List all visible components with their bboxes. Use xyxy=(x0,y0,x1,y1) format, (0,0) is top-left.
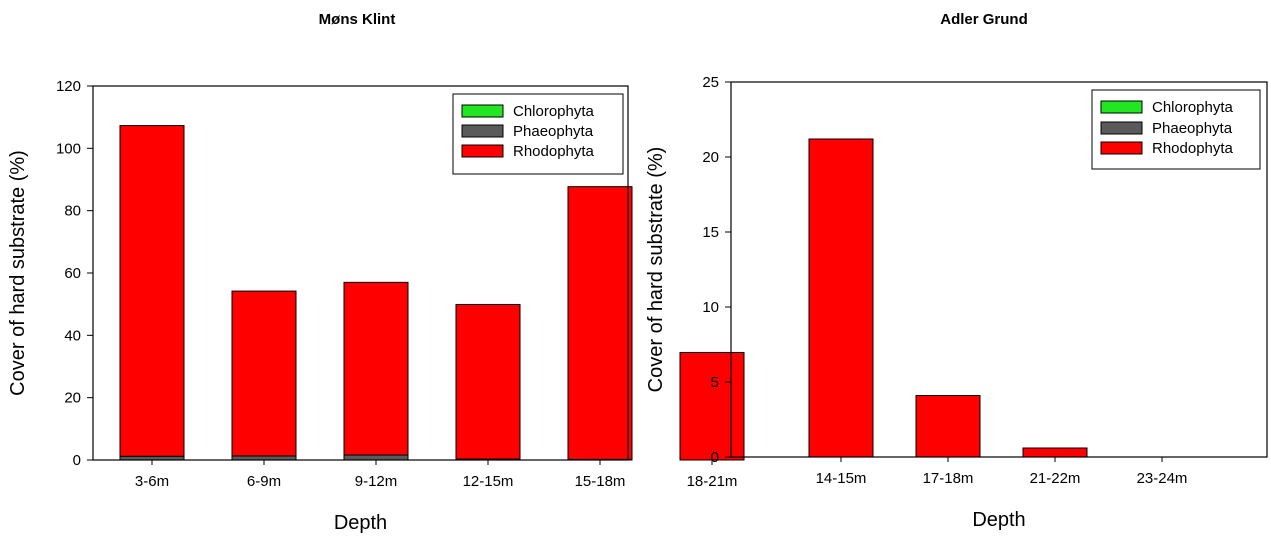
legend-swatch-rhodophyta xyxy=(1100,141,1143,155)
legend: Chlorophyta Phaeophyta Rhodophyta xyxy=(452,93,624,175)
x-tick-label: 9-12m xyxy=(355,473,398,490)
bar-phaeophyta-9-12m xyxy=(343,454,409,461)
bar-rhodophyta-21-22m xyxy=(1022,447,1088,458)
y-tick-label: 0 xyxy=(711,449,719,466)
bar-rhodophyta-12-15m xyxy=(455,303,521,460)
bar-phaeophyta-6-9m xyxy=(231,455,297,461)
y-tick-label: 40 xyxy=(64,327,81,344)
legend-swatch-chlorophyta xyxy=(1100,100,1143,114)
x-tick-label: 6-9m xyxy=(247,473,281,490)
bar-rhodophyta-17-18m xyxy=(915,395,981,458)
legend-label-chlorophyta: Chlorophyta xyxy=(513,103,595,120)
y-tick-label: 0 xyxy=(73,452,81,469)
legend-label-rhodophyta: Rhodophyta xyxy=(513,143,595,160)
chart-panel-2: Adler Grund 14-15m 17-18m 21-22m 23-24m 0 5 10 1… xyxy=(645,11,1268,531)
y-tick-label: 10 xyxy=(702,299,719,316)
y-tick-label: 60 xyxy=(64,265,81,282)
x-tick-label: 12-15m xyxy=(463,473,514,490)
legend-label-phaeophyta: Phaeophyta xyxy=(1152,120,1233,137)
bar-rhodophyta-15-18m xyxy=(567,186,633,460)
bar-rhodophyta-3-6m xyxy=(119,125,185,457)
y-axis-label: Cover of hard substrate (%) xyxy=(7,150,29,396)
legend-label-phaeophyta: Phaeophyta xyxy=(513,123,594,140)
plot-frame xyxy=(92,85,629,461)
x-tick-label: 14-15m xyxy=(816,470,867,487)
y-tick-label: 5 xyxy=(711,374,719,391)
y-tick-label: 20 xyxy=(702,149,719,166)
bar-rhodophyta-18-21m xyxy=(679,351,745,461)
x-tick-label: 21-22m xyxy=(1030,470,1081,487)
bar-rhodophyta-6-9m xyxy=(231,290,297,457)
legend-swatch-phaeophyta xyxy=(461,124,504,138)
y-axis-label: Cover of hard substrate (%) xyxy=(645,147,667,393)
y-tick-label: 20 xyxy=(64,390,81,407)
bar-rhodophyta-9-12m xyxy=(343,281,409,456)
x-tick-label: 23-24m xyxy=(1137,470,1188,487)
bar-rhodophyta-14-15m xyxy=(808,138,874,458)
chart-title: Adler Grund xyxy=(940,11,1028,28)
legend-swatch-phaeophyta xyxy=(1100,121,1143,135)
x-axis-label: Depth xyxy=(972,509,1025,531)
plot-frame xyxy=(730,81,1268,458)
legend-label-rhodophyta: Rhodophyta xyxy=(1152,140,1234,157)
x-tick-label: 18-21m xyxy=(687,473,738,490)
y-tick-label: 100 xyxy=(56,140,81,157)
x-tick-label: 15-18m xyxy=(575,473,626,490)
chart-title: Møns Klint xyxy=(319,11,396,28)
legend-label-chlorophyta: Chlorophyta xyxy=(1152,99,1234,116)
x-axis-label: Depth xyxy=(334,512,387,534)
y-tick-label: 120 xyxy=(56,78,81,95)
legend-swatch-chlorophyta xyxy=(461,104,504,118)
chart-panel-1: Møns Klint 3-6m 6-9m 9-12m 12-15m 15-18m 18-21… xyxy=(7,11,745,534)
legend: Chlorophyta Phaeophyta Rhodophyta xyxy=(1091,89,1261,170)
legend-swatch-rhodophyta xyxy=(461,144,504,158)
x-tick-label: 3-6m xyxy=(135,473,169,490)
x-tick-label: 17-18m xyxy=(923,470,974,487)
y-tick-label: 15 xyxy=(702,224,719,241)
y-tick-label: 80 xyxy=(64,203,81,220)
y-tick-label: 25 xyxy=(702,74,719,91)
